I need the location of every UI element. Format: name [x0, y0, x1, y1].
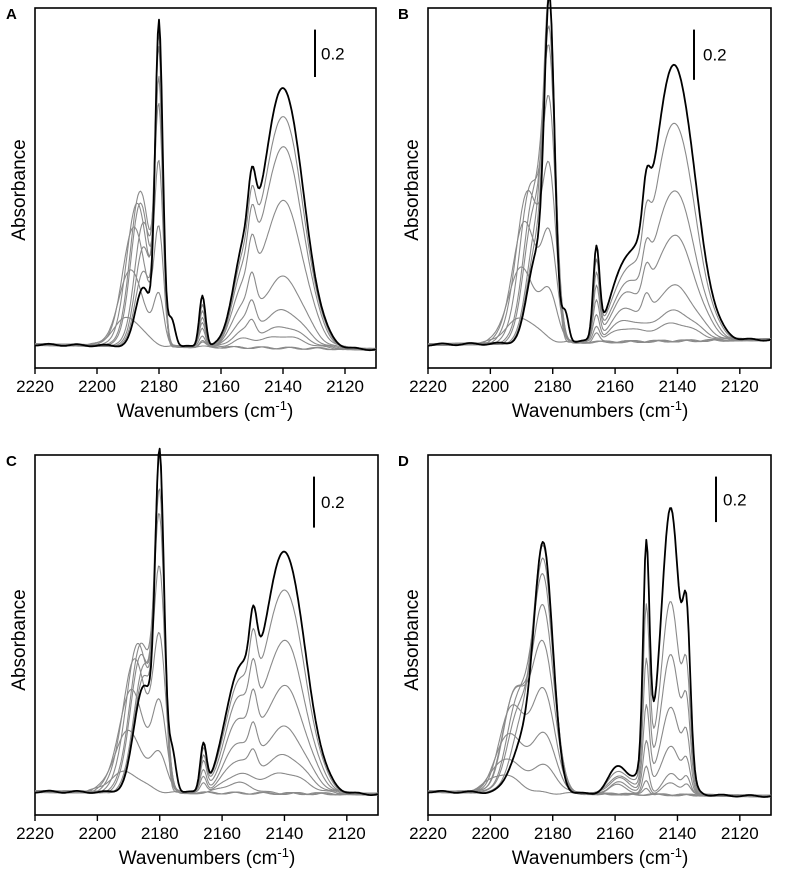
panel-a: A Absorbance 2220 2200 2180 2160 2140 2120 0.… [6, 6, 377, 422]
plot-frame [34, 7, 377, 369]
x-tick-label: 2180 [534, 377, 572, 396]
x-axis-label: Wavenumbers (cm-1) [119, 845, 296, 869]
spectra-group [427, 507, 772, 798]
x-axis-label-sup: -1 [670, 398, 682, 413]
x-tick-label: 2220 [16, 377, 54, 396]
x-axis-label-sup: -1 [277, 845, 289, 860]
spectrum-line-s4 [427, 603, 772, 798]
x-tick-label: 2120 [328, 824, 366, 843]
x-tick-label: 2180 [140, 377, 178, 396]
spectrum-line-s3 [35, 46, 377, 351]
panel-b: B Absorbance 2220 2200 2180 2160 2140 2120 0.… [398, 0, 772, 422]
x-axis-label: Wavenumbers (cm-1) [512, 845, 689, 869]
x-axis-label-main: Wavenumbers (cm [119, 848, 278, 869]
plot-frame [427, 7, 772, 369]
spectrum-line-s3 [428, 573, 772, 798]
panel-label: B [398, 6, 409, 23]
spectrum-line-s5 [427, 94, 772, 347]
x-axis-ticks: 2220 2200 2180 2160 2140 2120 [409, 368, 759, 396]
x-tick-label: 2160 [596, 824, 634, 843]
x-axis-label-sup: -1 [275, 398, 287, 413]
scale-bar: 0.2 [314, 29, 345, 78]
x-tick-label: 2140 [264, 377, 302, 396]
x-tick-label: 2200 [78, 377, 116, 396]
scale-bar-label: 0.2 [723, 490, 747, 509]
x-axis-ticks: 2220 2200 2180 2160 2140 2120 [409, 815, 759, 843]
x-tick-label: 2140 [266, 824, 304, 843]
spectrum-line-s2 [34, 31, 377, 351]
x-axis-label-end: ) [287, 401, 293, 422]
panel-label: D [398, 453, 409, 470]
y-axis-label: Absorbance [9, 139, 30, 240]
x-axis-label-main: Wavenumbers (cm [117, 401, 276, 422]
spectrum-line-s7 [34, 688, 379, 796]
x-tick-label: 2200 [471, 824, 509, 843]
spectrum-line-s2 [427, 0, 771, 346]
x-axis-label: Wavenumbers (cm-1) [512, 398, 689, 422]
spectrum-line-final [35, 447, 379, 796]
plot-area: 2220 2200 2180 2160 2140 2120 0.2 [409, 454, 772, 843]
panel-c: C Absorbance 2220 2200 2180 2160 2140 2120 0.… [6, 447, 379, 869]
spectrum-line-s6 [428, 686, 772, 798]
x-tick-label: 2220 [409, 824, 447, 843]
x-tick-label: 2200 [78, 824, 116, 843]
spectra-group [427, 0, 772, 347]
x-tick-label: 2220 [16, 824, 54, 843]
plot-area: 2220 2200 2180 2160 2140 2120 0.2 [16, 7, 377, 396]
spectrum-line-s2 [427, 557, 772, 798]
scale-bar-label: 0.2 [703, 46, 727, 65]
panel-label: C [6, 453, 17, 470]
scale-bar-label: 0.2 [321, 44, 345, 63]
spectrum-line-s1 [34, 24, 377, 351]
y-axis-label: Absorbance [402, 589, 423, 690]
x-axis-label-main: Wavenumbers (cm [512, 848, 671, 869]
spectra-group [34, 18, 377, 352]
spectrum-line-s2 [34, 455, 379, 796]
x-axis-label-end: ) [682, 848, 688, 869]
x-tick-label: 2160 [203, 824, 241, 843]
scale-bar: 0.2 [313, 476, 345, 528]
spectrum-line-s1 [427, 544, 772, 798]
spectrum-line-final [428, 507, 772, 798]
panel-label: A [6, 6, 17, 23]
spectrum-line-s3 [35, 488, 379, 796]
scale-bar: 0.2 [715, 476, 747, 523]
x-tick-label: 2120 [721, 377, 759, 396]
spectrum-line-s5 [427, 639, 771, 798]
x-tick-label: 2200 [471, 377, 509, 396]
scale-bar-label: 0.2 [321, 493, 345, 512]
scale-bar: 0.2 [693, 29, 727, 80]
x-tick-label: 2120 [721, 824, 759, 843]
x-axis-label-end: ) [289, 848, 295, 869]
spectra-group [34, 447, 379, 796]
plot-area: 2220 2200 2180 2160 2140 2120 0.2 [409, 0, 772, 396]
plot-area: 2220 2200 2180 2160 2140 2120 0.2 [16, 447, 379, 843]
x-tick-label: 2140 [659, 377, 697, 396]
spectrum-line-final [35, 18, 377, 352]
x-axis-ticks: 2220 2200 2180 2160 2140 2120 [16, 368, 364, 396]
x-axis-label-end: ) [682, 401, 688, 422]
panel-d: D Absorbance 2220 2200 2180 2160 2140 2120 0.… [398, 453, 772, 869]
x-tick-label: 2160 [596, 377, 634, 396]
y-axis-label: Absorbance [402, 139, 423, 240]
x-tick-label: 2160 [202, 377, 240, 396]
x-tick-label: 2140 [659, 824, 697, 843]
x-axis-label: Wavenumbers (cm-1) [117, 398, 294, 422]
x-tick-label: 2180 [141, 824, 179, 843]
x-tick-label: 2120 [326, 377, 364, 396]
x-tick-label: 2180 [534, 824, 572, 843]
plot-frame [427, 454, 772, 816]
x-tick-label: 2220 [409, 377, 447, 396]
y-axis-label: Absorbance [9, 589, 30, 690]
x-axis-ticks: 2220 2200 2180 2160 2140 2120 [16, 815, 366, 843]
x-axis-label-sup: -1 [670, 845, 682, 860]
spectrum-line-s8 [427, 266, 771, 346]
plot-frame [34, 454, 379, 816]
spectrum-line-final [428, 0, 772, 347]
x-axis-label-main: Wavenumbers (cm [512, 401, 671, 422]
